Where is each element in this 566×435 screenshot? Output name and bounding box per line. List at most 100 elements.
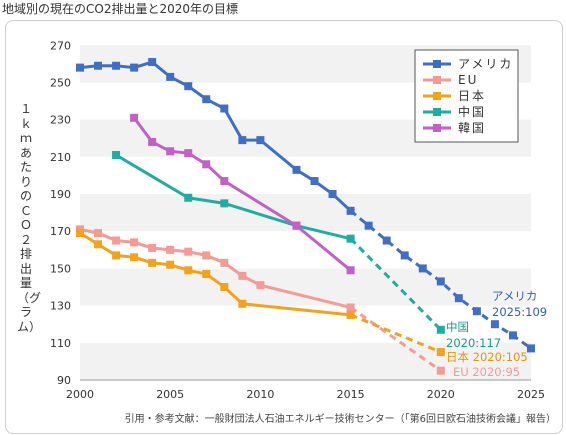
series-2-point xyxy=(166,260,175,269)
series-0-point xyxy=(130,63,139,72)
series-1-point xyxy=(346,303,355,312)
legend-swatch-marker xyxy=(433,124,441,132)
series-0-point xyxy=(400,251,409,260)
series-1-point xyxy=(94,229,103,238)
series-0-point xyxy=(76,63,84,72)
series-0-point xyxy=(418,264,427,273)
grid-band xyxy=(80,194,531,232)
series-2-point xyxy=(202,270,211,279)
series-1-target-line xyxy=(349,306,442,372)
series-0-point xyxy=(292,165,301,174)
legend-label: アメリカ xyxy=(458,57,513,71)
series-3-point xyxy=(220,199,229,208)
series-1-point xyxy=(130,238,139,247)
series-1-point xyxy=(148,243,157,252)
series-2-point xyxy=(94,240,103,249)
y-tick-label: 230 xyxy=(50,114,71,127)
legend-label: EU xyxy=(458,73,478,87)
series-0-point xyxy=(148,58,157,67)
series-4-point xyxy=(184,149,193,158)
series-0-point xyxy=(454,294,463,303)
y-tick-label: 270 xyxy=(50,39,71,52)
source-citation: 引用・参考文献：一般財団法人石油エネルギー技術センター（「第6回日欧石油技術会議… xyxy=(124,414,556,425)
legend-swatch-marker xyxy=(433,76,441,84)
series-0-point xyxy=(328,190,337,199)
series-4-point xyxy=(130,113,139,122)
series-4-point xyxy=(166,147,175,156)
series-4-point xyxy=(292,221,301,230)
y-tick-label: 210 xyxy=(50,151,71,164)
series-0-point xyxy=(436,277,445,286)
series-1-point xyxy=(256,281,265,290)
series-1-target-label: EU 2020:95 xyxy=(453,365,520,379)
series-3-target-label: 中国 xyxy=(446,320,469,334)
y-tick-label: 90 xyxy=(57,374,71,387)
series-3-point xyxy=(112,151,121,160)
x-tick-label: 2000 xyxy=(66,388,94,401)
y-tick-label: 150 xyxy=(50,262,71,275)
series-2-point xyxy=(112,251,121,260)
y-tick-label: 110 xyxy=(50,337,71,350)
y-tick-label: 130 xyxy=(50,300,71,313)
series-3-point xyxy=(346,234,355,243)
series-0-point xyxy=(238,136,247,145)
y-tick-label: 250 xyxy=(50,76,71,89)
y-axis-label: １ｋｍあたりのＣＯ２排出量（グラム） xyxy=(17,102,42,334)
x-tick-label: 2010 xyxy=(246,388,274,401)
series-0-target-label: アメリカ xyxy=(492,289,537,303)
series-2-target-label: 日本 2020:105 xyxy=(446,350,528,364)
series-0-point xyxy=(382,236,391,245)
series-1-point xyxy=(184,247,193,256)
x-tick-label: 2020 xyxy=(427,388,455,401)
legend-label: 韓国 xyxy=(458,121,486,135)
series-3-target-line xyxy=(349,237,442,331)
series-0-point xyxy=(472,307,481,316)
legend-swatch-marker xyxy=(433,60,441,68)
series-2-point xyxy=(130,253,139,262)
series-0-point xyxy=(184,82,193,91)
series-0-point xyxy=(346,206,355,215)
series-4-point xyxy=(346,266,355,275)
legend-label: 日本 xyxy=(458,89,486,103)
series-3-point xyxy=(184,193,193,202)
series-0-point xyxy=(256,136,265,145)
series-0-point xyxy=(202,95,211,104)
chart-title: 地域別の現在のCO2排出量と2020年の目標 xyxy=(2,2,238,16)
series-2-point xyxy=(148,258,157,267)
series-1-point xyxy=(220,258,229,267)
series-0-point xyxy=(112,61,121,70)
series-4-point xyxy=(220,177,229,186)
series-2-target-line xyxy=(350,313,442,354)
series-0-point xyxy=(310,177,319,186)
series-4-point xyxy=(148,137,157,146)
series-0-point xyxy=(364,221,373,230)
series-0-target-label: 2025:109 xyxy=(492,305,547,319)
series-4-point xyxy=(202,160,211,169)
series-0-point xyxy=(490,320,499,329)
y-tick-label: 170 xyxy=(50,225,71,238)
x-tick-label: 2005 xyxy=(156,388,184,401)
grid-band xyxy=(80,342,531,380)
legend-swatch-marker xyxy=(433,108,441,116)
series-2-point xyxy=(436,348,445,357)
series-2-point xyxy=(184,266,193,275)
series-2-point xyxy=(346,310,355,319)
x-tick-label: 2015 xyxy=(337,388,365,401)
series-2-point xyxy=(76,229,84,238)
x-tick-label: 2025 xyxy=(517,388,545,401)
series-0-point xyxy=(166,72,175,81)
y-tick-label: 190 xyxy=(50,188,71,201)
series-0-point xyxy=(508,331,517,340)
series-0-point xyxy=(220,104,229,113)
series-1-point xyxy=(112,236,121,245)
series-1-point xyxy=(238,271,247,280)
series-3-target-label: 2020:117 xyxy=(446,336,501,350)
series-3-point xyxy=(436,325,445,334)
series-1-point xyxy=(436,366,445,375)
series-1-point xyxy=(202,251,211,260)
series-0-point xyxy=(94,61,103,70)
grid-band xyxy=(80,268,531,306)
legend-swatch-marker xyxy=(433,92,441,100)
series-1-point xyxy=(166,245,175,254)
